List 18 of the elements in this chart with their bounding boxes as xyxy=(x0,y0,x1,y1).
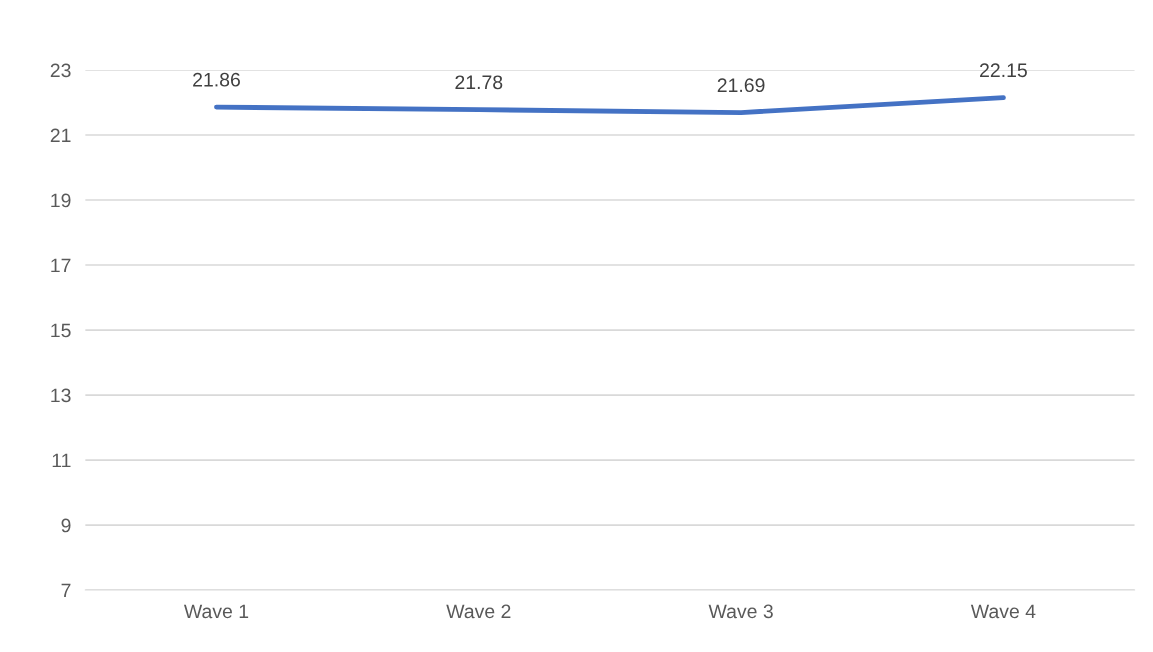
data-label: 21.78 xyxy=(455,75,503,90)
y-tick-label: 19 xyxy=(51,193,71,208)
y-tick-label: 9 xyxy=(61,518,71,533)
x-tick-label: Wave 4 xyxy=(970,604,1036,619)
y-tick-label: 23 xyxy=(50,63,71,78)
x-tick-label: Wave 1 xyxy=(183,604,249,619)
line-series xyxy=(214,95,1006,116)
x-tick-label: Wave 3 xyxy=(708,604,773,619)
y-tick-label: 13 xyxy=(51,388,71,403)
y-tick-label: 7 xyxy=(61,583,71,598)
y-tick-label: 15 xyxy=(51,323,71,338)
data-label: 22.15 xyxy=(980,63,1027,78)
y-tick-label: 11 xyxy=(52,453,71,468)
y-tick-label: 21 xyxy=(50,128,71,143)
y-tick-label: 17 xyxy=(51,258,71,273)
x-tick-label: Wave 2 xyxy=(446,604,511,619)
data-label: 21.86 xyxy=(193,72,240,87)
data-label: 21.69 xyxy=(717,78,765,93)
